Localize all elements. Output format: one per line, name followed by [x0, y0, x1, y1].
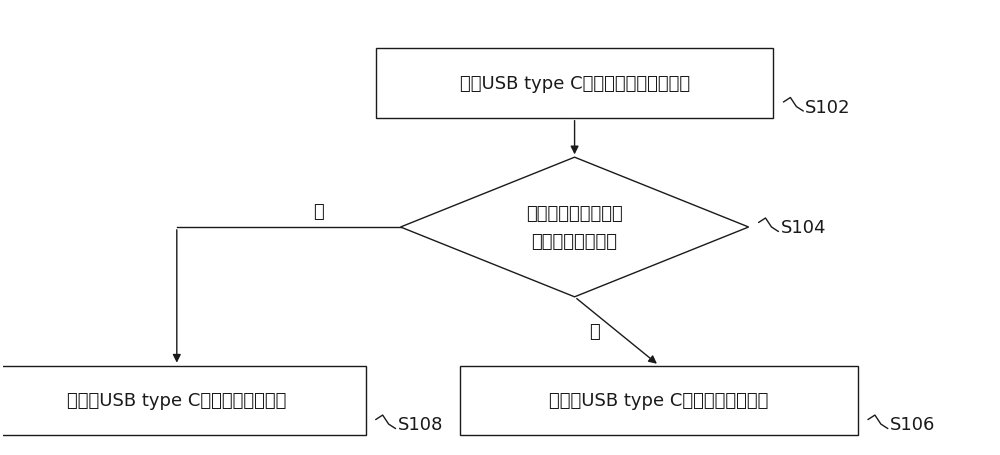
Text: S106: S106: [890, 415, 935, 433]
Text: 是: 是: [590, 323, 600, 340]
FancyBboxPatch shape: [460, 366, 858, 435]
Text: S102: S102: [805, 98, 851, 116]
Text: 否: 否: [313, 203, 324, 221]
Text: 检测配置信号的电压: 检测配置信号的电压: [526, 205, 623, 223]
Text: S104: S104: [780, 218, 826, 237]
Text: S108: S108: [398, 415, 443, 433]
Text: 禁止对USB type C设备进行高压充电: 禁止对USB type C设备进行高压充电: [549, 392, 769, 410]
Text: 允许对USB type C设备进行高压充电: 允许对USB type C设备进行高压充电: [67, 392, 286, 410]
Text: 获取USB type C设备上配置信号的电压: 获取USB type C设备上配置信号的电压: [460, 75, 690, 93]
Polygon shape: [401, 158, 749, 297]
FancyBboxPatch shape: [0, 366, 366, 435]
Text: 是否超过第一阈值: 是否超过第一阈值: [532, 232, 618, 250]
FancyBboxPatch shape: [376, 49, 773, 118]
